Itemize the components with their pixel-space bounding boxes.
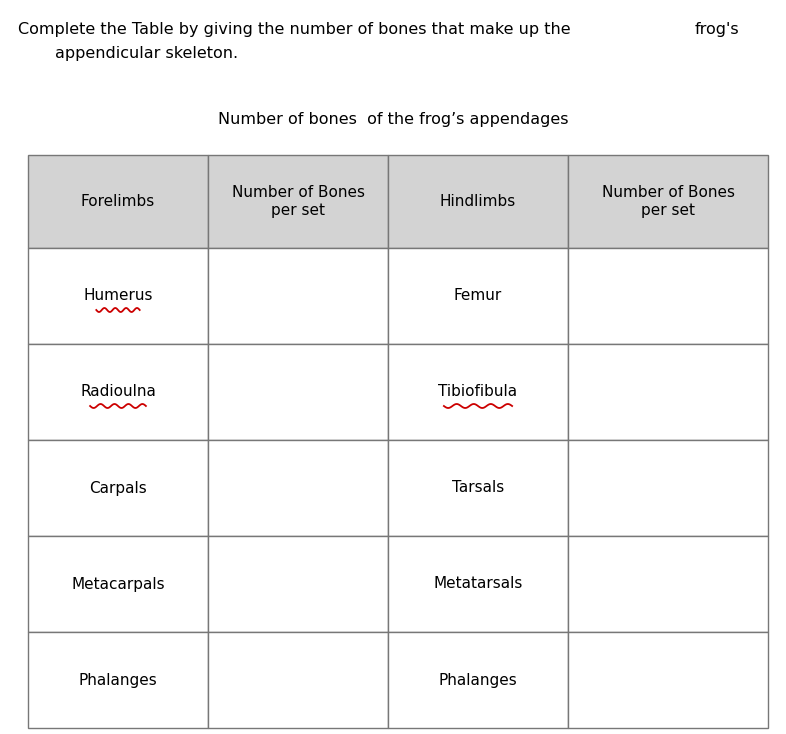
Bar bbox=[208, 248, 388, 344]
Text: Forelimbs: Forelimbs bbox=[81, 194, 155, 209]
Bar bbox=[568, 155, 768, 248]
Bar bbox=[568, 344, 768, 440]
Text: Phalanges: Phalanges bbox=[79, 672, 157, 688]
Bar bbox=[388, 248, 568, 344]
Bar bbox=[208, 536, 388, 632]
Text: frog's: frog's bbox=[695, 22, 740, 37]
Text: Number of bones  of the frog’s appendages: Number of bones of the frog’s appendages bbox=[218, 112, 568, 127]
Bar bbox=[208, 155, 388, 248]
Text: Humerus: Humerus bbox=[83, 288, 152, 303]
Bar bbox=[568, 248, 768, 344]
Bar bbox=[28, 536, 208, 632]
Bar bbox=[388, 440, 568, 536]
Bar bbox=[28, 155, 208, 248]
Bar bbox=[568, 440, 768, 536]
Bar bbox=[28, 440, 208, 536]
Bar bbox=[208, 344, 388, 440]
Bar bbox=[28, 344, 208, 440]
Text: Phalanges: Phalanges bbox=[439, 672, 517, 688]
Text: appendicular skeleton.: appendicular skeleton. bbox=[55, 46, 238, 61]
Text: Tarsals: Tarsals bbox=[452, 481, 504, 495]
Bar bbox=[208, 632, 388, 728]
Text: Metacarpals: Metacarpals bbox=[72, 576, 165, 592]
Bar bbox=[388, 536, 568, 632]
Text: Hindlimbs: Hindlimbs bbox=[440, 194, 516, 209]
Bar bbox=[388, 632, 568, 728]
Bar bbox=[388, 155, 568, 248]
Bar bbox=[208, 440, 388, 536]
Text: Radioulna: Radioulna bbox=[80, 385, 156, 399]
Text: Metatarsals: Metatarsals bbox=[433, 576, 523, 592]
Text: Complete the Table by giving the number of bones that make up the: Complete the Table by giving the number … bbox=[18, 22, 571, 37]
Bar bbox=[568, 632, 768, 728]
Bar bbox=[28, 248, 208, 344]
Text: Number of Bones
per set: Number of Bones per set bbox=[232, 185, 365, 218]
Bar bbox=[568, 536, 768, 632]
Text: Carpals: Carpals bbox=[89, 481, 147, 495]
Text: Tibiofibula: Tibiofibula bbox=[439, 385, 517, 399]
Text: Number of Bones
per set: Number of Bones per set bbox=[601, 185, 734, 218]
Text: Femur: Femur bbox=[454, 288, 502, 303]
Bar bbox=[28, 632, 208, 728]
Bar bbox=[388, 344, 568, 440]
